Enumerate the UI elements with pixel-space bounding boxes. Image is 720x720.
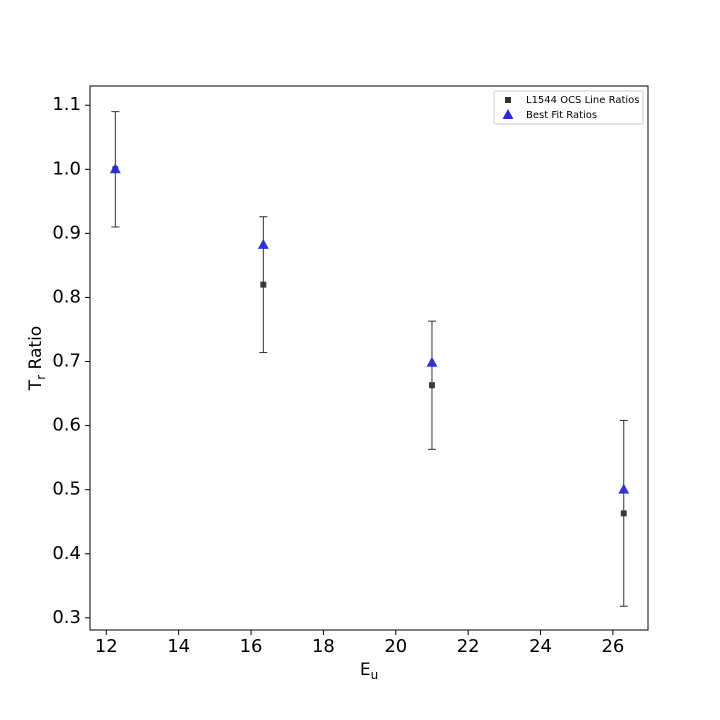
y-label-main: T — [26, 379, 46, 391]
legend-marker — [502, 109, 514, 119]
y-tick-label: 0.9 — [52, 222, 81, 243]
y-label-rest: Ratio — [26, 326, 46, 375]
x-label-main: E — [360, 660, 371, 680]
y-tick-label: 1.0 — [52, 158, 81, 179]
point — [260, 281, 267, 288]
x-tick-label: 16 — [240, 636, 263, 657]
y-label-sub: r — [34, 375, 48, 380]
x-tick-label: 14 — [167, 636, 190, 657]
y-tick-label: 0.8 — [52, 286, 81, 307]
x-tick-label: 20 — [384, 636, 407, 657]
x-axis-label: Eu — [360, 660, 378, 682]
y-tick-label: 0.5 — [52, 479, 81, 500]
legend-box — [493, 90, 644, 125]
legend-label: Best Fit Ratios — [526, 110, 597, 121]
y-axis-label: Tr Ratio — [26, 326, 48, 391]
plot-frame — [89, 85, 649, 631]
point — [257, 238, 269, 249]
point — [618, 483, 630, 494]
y-tick-label: 0.7 — [52, 351, 81, 372]
y-tick-label: 0.4 — [52, 543, 81, 564]
point — [620, 510, 627, 517]
point — [109, 163, 121, 174]
point — [428, 382, 435, 389]
x-tick-label: 22 — [457, 636, 480, 657]
point — [426, 356, 438, 367]
legend-marker — [505, 97, 511, 103]
x-tick-label: 18 — [312, 636, 335, 657]
x-tick-label: 24 — [529, 636, 552, 657]
x-label-sub: u — [371, 668, 379, 682]
y-tick-label: 0.6 — [52, 415, 81, 436]
y-tick-label: 0.3 — [52, 607, 81, 628]
x-tick-label: 12 — [95, 636, 118, 657]
legend-label: L1544 OCS Line Ratios — [526, 95, 639, 106]
x-tick-label: 26 — [601, 636, 624, 657]
y-tick-label: 1.1 — [52, 94, 81, 115]
